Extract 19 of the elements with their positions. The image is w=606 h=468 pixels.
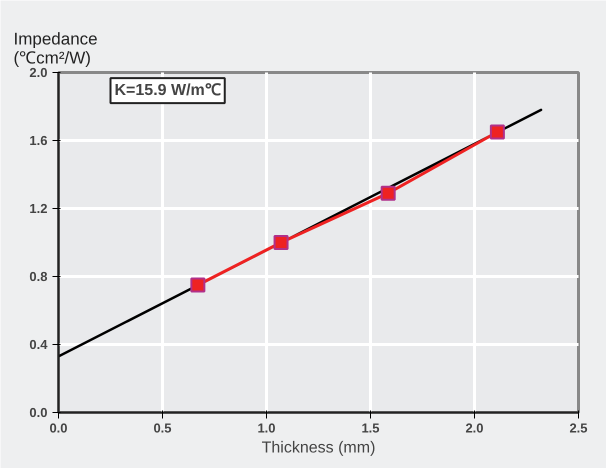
x-tick-label: 2.0 [465, 420, 484, 436]
x-tick-label: 0.5 [153, 420, 172, 436]
y-tick-label: 0.4 [29, 337, 48, 352]
x-tick-label: 1.0 [257, 420, 276, 436]
x-axis-title: Thickness (mm) [262, 440, 376, 456]
point [274, 235, 289, 250]
annotation: K=15.9 W/m℃ [114, 82, 221, 100]
y-tick-label: 1.2 [29, 201, 48, 216]
point [380, 186, 396, 201]
y-tick-label: 1.6 [29, 133, 48, 148]
y-axis-title: Impedance (℃cm²/W) [14, 30, 98, 68]
x-tick-label: 0.0 [49, 420, 68, 436]
y-tick-label: 0.8 [29, 269, 48, 284]
y-tick-label: 0.0 [29, 405, 48, 420]
x-tick-label: 1.5 [361, 420, 380, 436]
x-tick-label: 2.5 [569, 420, 588, 436]
point [190, 278, 206, 292]
point [490, 124, 505, 140]
y-tick-label: 2.0 [29, 65, 48, 80]
